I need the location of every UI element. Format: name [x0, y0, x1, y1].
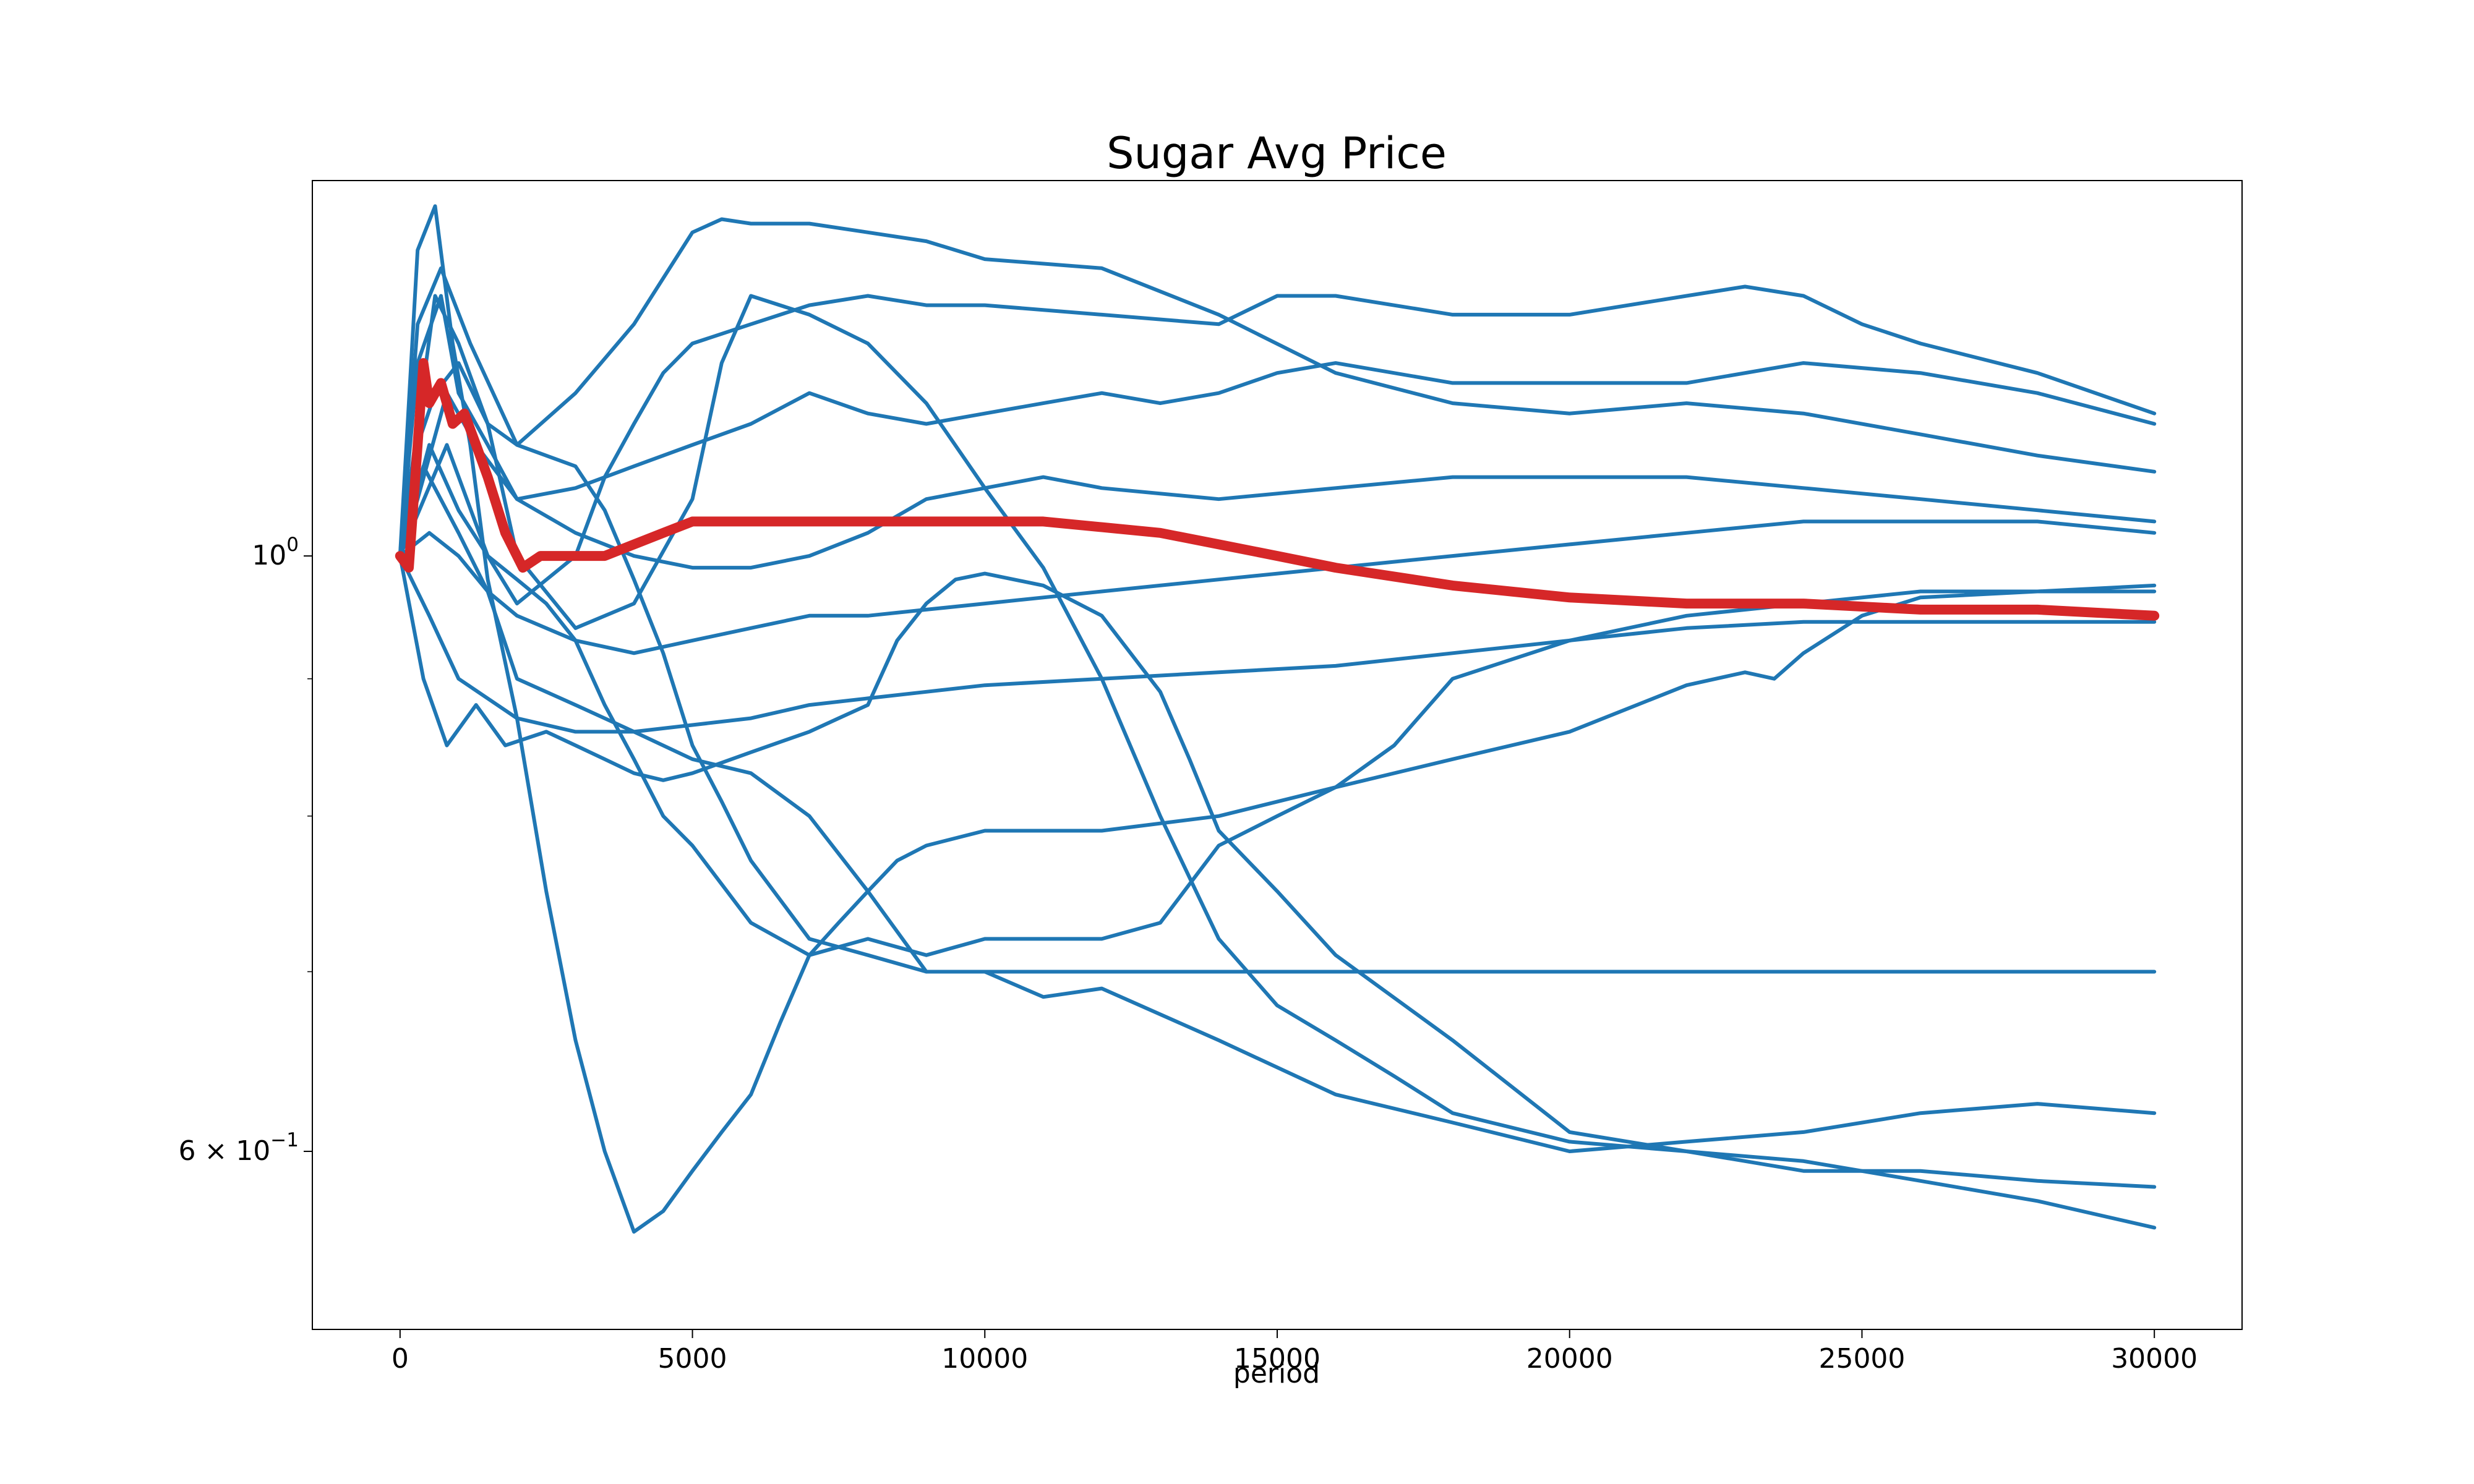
x-tick-label: 25000 [1818, 1343, 1905, 1375]
series-line-1 [398, 217, 2157, 558]
series-line-3 [398, 361, 2157, 558]
x-tick-label: 10000 [941, 1343, 1028, 1375]
series-layer [398, 204, 2157, 1234]
x-tick-label: 20000 [1526, 1343, 1613, 1375]
average-layer [395, 358, 2160, 621]
x-axis-label: period [1233, 1358, 1320, 1389]
series-line-4 [398, 519, 2157, 655]
series-line-9 [398, 284, 2157, 606]
y-axis: 100 6 × 10−1 [178, 534, 312, 1167]
x-tick-label: 30000 [2111, 1343, 2198, 1375]
x-tick-label: 0 [392, 1343, 409, 1375]
series-line-6 [398, 204, 2157, 1234]
y-tick-label: 6 × 10−1 [178, 1129, 299, 1167]
series-line-12 [398, 294, 2157, 570]
chart-title: Sugar Avg Price [1106, 128, 1447, 179]
x-axis: 0 5000 10000 15000 20000 25000 30000 [392, 1329, 2198, 1375]
y-tick-label: 100 [252, 534, 299, 571]
series-line-11 [398, 443, 2157, 957]
x-tick-label: 5000 [658, 1343, 727, 1375]
x-tick-label: 15000 [1234, 1343, 1320, 1375]
series-line-8 [398, 554, 2157, 734]
series-line-7 [398, 554, 2157, 1189]
average-price-line [395, 358, 2160, 621]
